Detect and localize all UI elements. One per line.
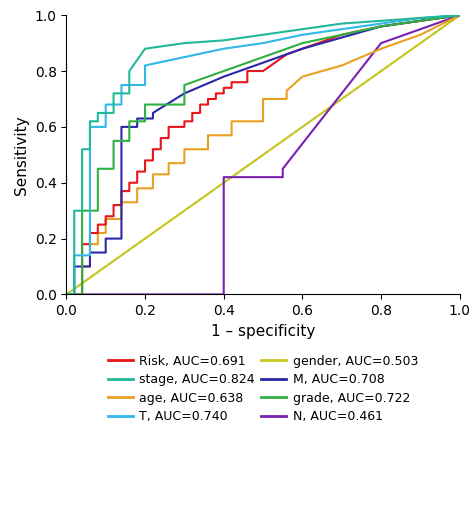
Legend: Risk, AUC=0.691, stage, AUC=0.824, age, AUC=0.638, T, AUC=0.740, gender, AUC=0.5: Risk, AUC=0.691, stage, AUC=0.824, age, … (103, 349, 423, 428)
Y-axis label: Sensitivity: Sensitivity (14, 115, 29, 195)
X-axis label: 1 – specificity: 1 – specificity (211, 323, 315, 339)
